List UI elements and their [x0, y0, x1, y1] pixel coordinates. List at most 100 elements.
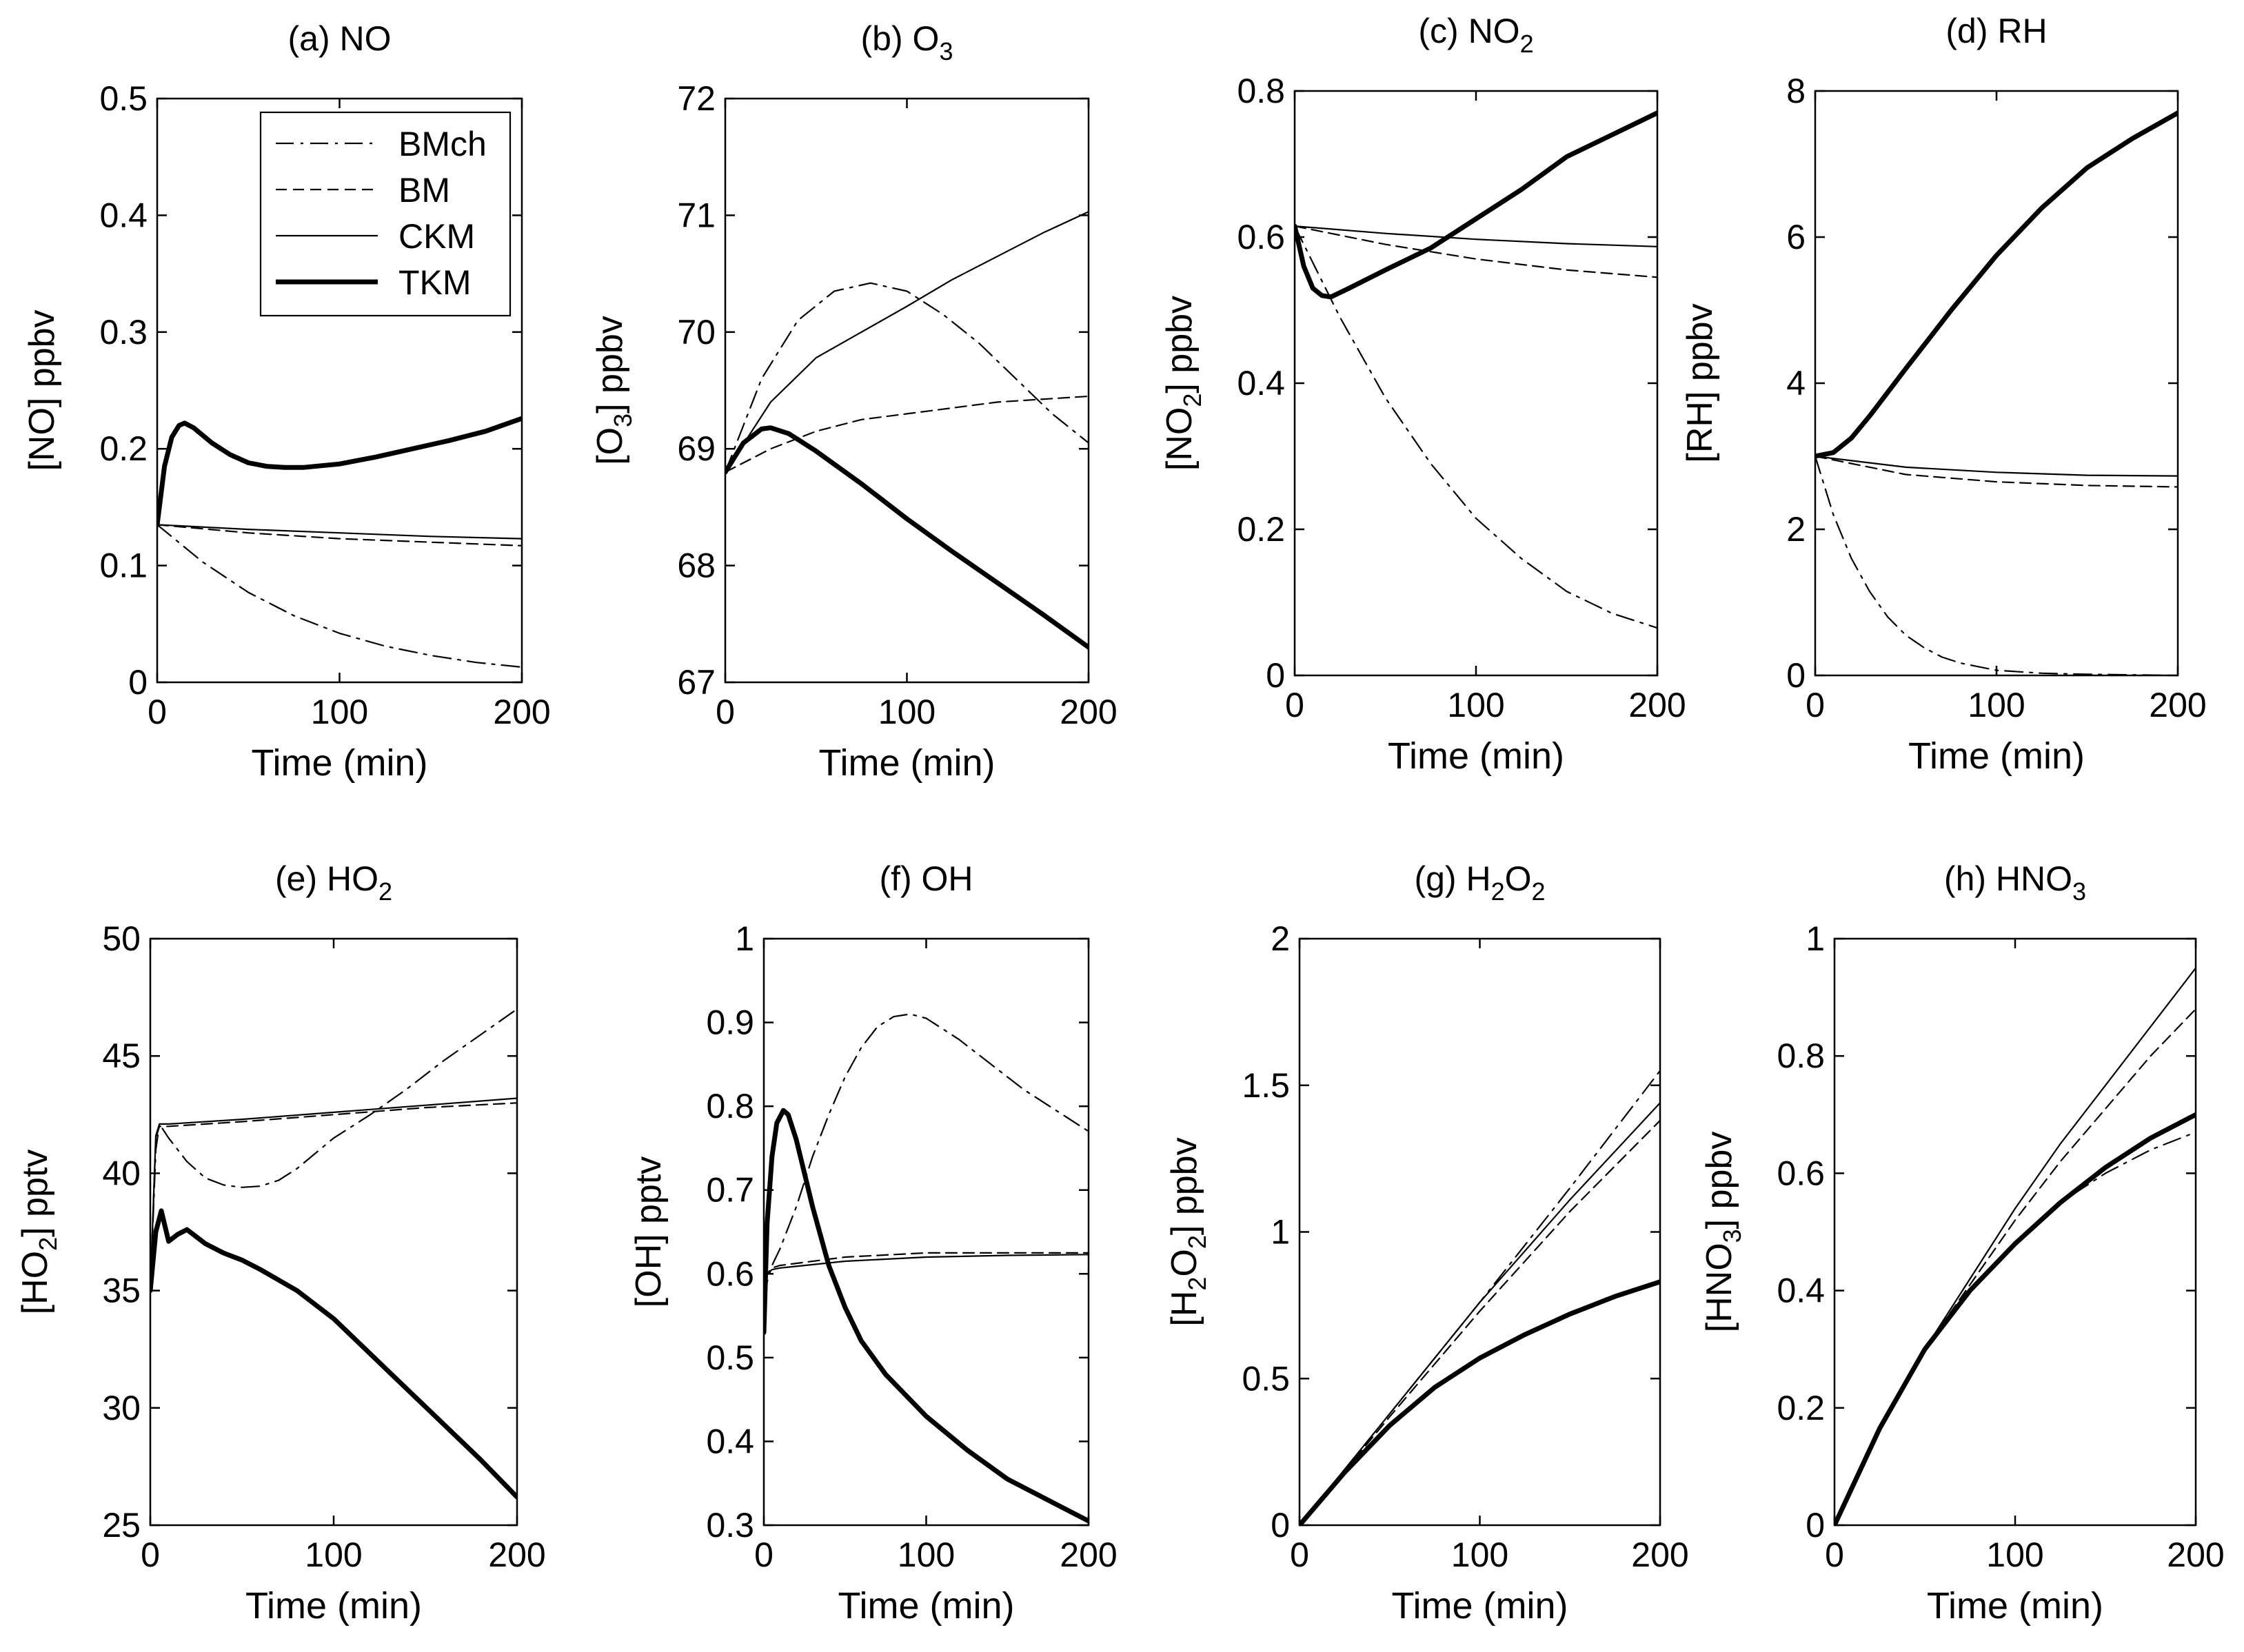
panel-title: (b) O3: [861, 19, 953, 65]
x-tick-label: 0: [1825, 1536, 1844, 1574]
series-line-bmch: [764, 1013, 1089, 1334]
y-tick-label: 0.4: [706, 1422, 754, 1460]
y-tick-label: 8: [1786, 72, 1806, 110]
y-axis-label: [RH] ppbv: [1680, 303, 1720, 462]
panel-title-part-0: (g) H: [1414, 859, 1490, 898]
y-tick-label: 0.5: [99, 79, 148, 118]
y-tick-label: 0.6: [706, 1254, 754, 1293]
y-tick-label: 45: [102, 1037, 141, 1075]
axes-box: [724, 97, 1090, 684]
x-tick-label: 200: [1060, 693, 1117, 731]
panel-title: (a) NO: [288, 19, 392, 58]
y-tick-label: 1: [1271, 1213, 1290, 1252]
y-axis-label-part-1: 2: [34, 1237, 62, 1251]
y-tick-label: 0.2: [1237, 510, 1285, 549]
series-line-ckm: [157, 524, 522, 540]
series-line-bmch: [150, 1008, 517, 1292]
panel-a: 0 100 200 0 0.1 0.2 0.3 0.4 0.5 (a) NO Time (min) […: [22, 19, 551, 784]
y-axis-label-part-0: [OH] pptv: [629, 1156, 669, 1308]
y-tick-label: 50: [102, 919, 141, 958]
x-tick-label: 200: [1628, 686, 1686, 724]
y-axis-label: [NO2] ppbv: [1160, 296, 1206, 471]
panel-title: (h) HNO3: [1944, 859, 2086, 906]
series-line-bm: [1295, 225, 1657, 278]
series-line-ckm: [1295, 225, 1657, 247]
y-tick-label: 30: [102, 1389, 141, 1427]
y-tick-label: 0.4: [1777, 1272, 1825, 1310]
x-tick-label: 0: [148, 693, 167, 731]
y-tick-label: 25: [102, 1506, 141, 1544]
y-axis-label-part-1: 2: [1183, 1277, 1211, 1291]
y-tick-label: 6: [1786, 218, 1806, 256]
y-tick-label: 0.8: [706, 1087, 754, 1125]
y-tick-label: 68: [677, 547, 716, 585]
panel-title-part-0: (c) NO: [1418, 12, 1519, 50]
y-tick-label: 72: [677, 79, 716, 118]
series-line-ckm: [764, 1254, 1089, 1334]
y-tick-label: 67: [677, 663, 716, 702]
legend-label-bm: BM: [398, 171, 450, 210]
y-tick-label: 0.6: [1237, 218, 1285, 256]
x-tick-label: 200: [1631, 1536, 1688, 1574]
x-tick-label: 100: [1451, 1536, 1508, 1574]
y-tick-label: 0: [1271, 1506, 1290, 1544]
y-tick-label: 2: [1271, 919, 1290, 958]
y-axis-label: [O3] ppbv: [590, 316, 637, 465]
y-tick-label: 0.4: [99, 196, 148, 234]
x-tick-label: 100: [1447, 686, 1504, 724]
axes-box: [1293, 90, 1659, 677]
panel-title-part-0: (a) NO: [288, 19, 392, 58]
y-axis-label-part-0: [O: [590, 427, 630, 465]
y-axis-label-part-2: ] ppbv: [1699, 1132, 1739, 1230]
x-axis-label: Time (min): [1388, 735, 1564, 777]
series-line-ckm: [150, 1097, 517, 1292]
series-line-tkm: [725, 425, 1089, 650]
panel-title-part-0: (d) RH: [1945, 12, 2047, 50]
series-line-tkm: [764, 1108, 1089, 1524]
y-tick-label: 71: [677, 196, 716, 234]
y-tick-label: 0: [128, 663, 148, 702]
series-line-bm: [1300, 1119, 1660, 1525]
series-line-bmch: [1815, 455, 2178, 675]
axes-box: [1833, 937, 2197, 1527]
axes-box: [762, 937, 1090, 1527]
y-axis-label-part-3: 2: [1183, 1235, 1211, 1249]
y-axis-label-part-0: [NO] ppbv: [22, 309, 62, 471]
panel-title-part-1: 2: [378, 877, 392, 906]
x-tick-label: 0: [1290, 1536, 1309, 1574]
y-axis-label-part-4: ] ppbv: [1164, 1137, 1204, 1235]
series-line-bm: [1815, 455, 2178, 488]
panel-title: (c) NO2: [1418, 12, 1533, 58]
x-tick-label: 100: [898, 1536, 955, 1574]
y-axis-label-part-0: [RH] ppbv: [1680, 303, 1720, 462]
series-line-tkm: [150, 1208, 517, 1500]
y-axis-label-part-0: [H: [1164, 1291, 1204, 1327]
x-tick-label: 200: [488, 1536, 545, 1574]
y-tick-label: 0.6: [1777, 1154, 1825, 1192]
series-line-bm: [150, 1102, 517, 1292]
series-line-bm: [1834, 1008, 2196, 1525]
panel-title-part-1: 3: [2072, 877, 2086, 906]
panel-title: (g) H2O2: [1414, 859, 1545, 906]
panel-d: 0 100 200 0 2 4 6 8 (d) RH Time (min) [RH] ppbv: [1680, 12, 2207, 777]
y-tick-label: 0.4: [1237, 364, 1285, 402]
y-axis-label-part-2: ] pptv: [15, 1150, 55, 1237]
x-tick-label: 100: [311, 693, 368, 731]
x-tick-label: 100: [878, 693, 936, 731]
x-axis-label: Time (min): [1908, 735, 2085, 777]
series-line-bm: [157, 524, 522, 547]
x-tick-label: 0: [1285, 686, 1304, 724]
y-tick-label: 0.1: [99, 547, 148, 585]
panel-title-part-1: 2: [1520, 30, 1534, 58]
series-line-bm: [725, 395, 1089, 473]
x-tick-label: 100: [1968, 686, 2025, 724]
series-line-ckm: [725, 211, 1089, 473]
y-axis-label-part-0: [HNO: [1699, 1243, 1739, 1332]
axes-box: [1298, 937, 1661, 1527]
y-axis-label-part-1: 2: [1178, 394, 1206, 407]
panel-title-part-1: 2: [1491, 877, 1505, 906]
x-axis-label: Time (min): [1927, 1585, 2103, 1626]
y-tick-label: 0.7: [706, 1171, 754, 1210]
panel-title: (e) HO2: [275, 859, 392, 906]
panel-title-part-3: 2: [1532, 877, 1546, 906]
